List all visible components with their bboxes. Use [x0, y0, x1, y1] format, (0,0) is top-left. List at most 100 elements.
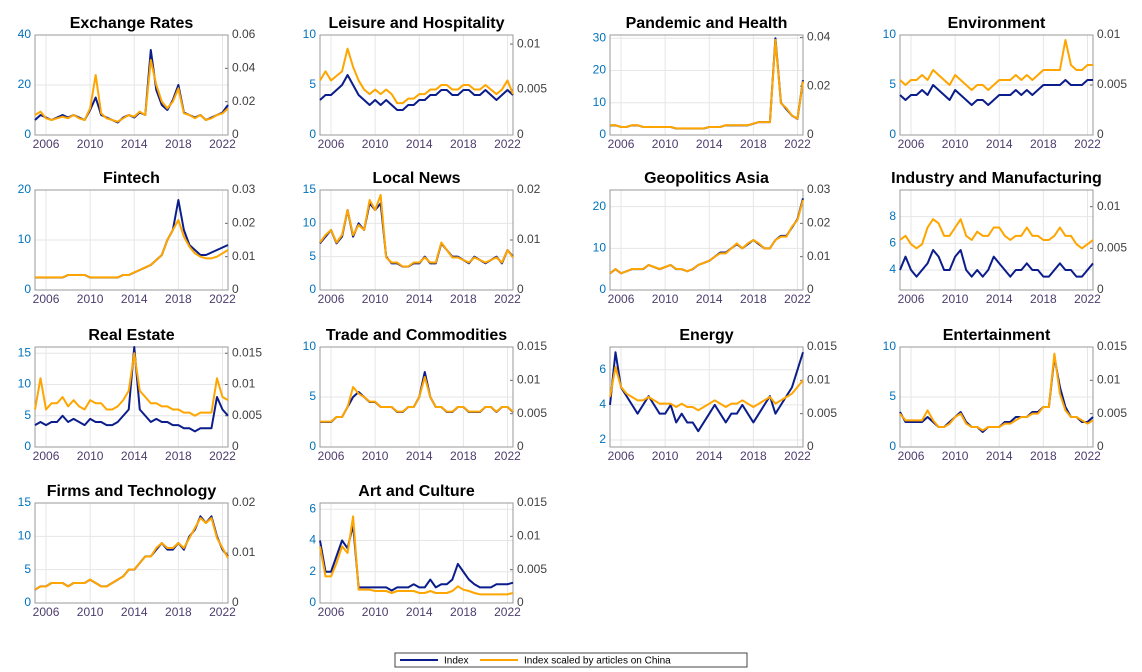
subplot-title: Energy [679, 327, 733, 344]
y-tick-label: 6 [599, 362, 606, 376]
y-tick-label: 0 [309, 439, 316, 453]
x-tick-label: 2018 [165, 605, 192, 619]
y-tick-label: 0 [24, 439, 31, 453]
series-line [609, 199, 804, 275]
series-line [899, 79, 1093, 106]
series-line [320, 376, 514, 423]
y2-tick-label: 0.01 [232, 249, 256, 263]
x-tick-label: 2022 [494, 137, 521, 151]
y-tick-label: 10 [18, 529, 32, 543]
plot-frame [319, 34, 514, 136]
y2-tick-label: 0 [517, 439, 524, 453]
legend: Index Index scaled by articles on China [394, 652, 748, 668]
series-line [34, 59, 229, 123]
x-tick-label: 2014 [986, 449, 1013, 463]
y-tick-label: 5 [309, 77, 316, 91]
y-tick-label: 20 [593, 199, 607, 213]
y-tick-label: 2 [599, 432, 606, 446]
x-tick-label: 2014 [696, 137, 723, 151]
x-tick-label: 2022 [784, 449, 811, 463]
y2-tick-label: 0.02 [232, 216, 256, 230]
x-tick-label: 2010 [942, 292, 969, 306]
x-tick-label: 2018 [1030, 449, 1057, 463]
y2-tick-label: 0 [232, 439, 239, 453]
y2-tick-label: 0.005 [807, 406, 837, 420]
x-tick-label: 2014 [406, 292, 433, 306]
y2-tick-label: 0.03 [232, 182, 256, 196]
x-tick-label: 2010 [942, 137, 969, 151]
y-tick-label: 40 [18, 27, 32, 41]
y2-tick-label: 0.005 [517, 406, 547, 420]
y-tick-label: 10 [883, 339, 897, 353]
y-tick-label: 4 [309, 533, 316, 547]
x-tick-label: 2018 [740, 292, 767, 306]
x-tick-label: 2014 [696, 292, 723, 306]
x-tick-label: 2010 [652, 449, 679, 463]
x-tick-label: 2022 [209, 137, 236, 151]
subplot: Energy 2006 2010 2014 2018 2022 2 4 6 0 0.005 0.01 0… [599, 327, 837, 463]
plot-frame [319, 502, 514, 604]
x-tick-label: 2018 [1030, 292, 1057, 306]
subplot-title: Leisure and Hospitality [328, 15, 504, 32]
y2-tick-label: 0.01 [517, 529, 541, 543]
subplot-title: Fintech [103, 170, 160, 187]
y-tick-label: 10 [18, 377, 32, 391]
y2-tick-label: 0.02 [517, 182, 541, 196]
y2-tick-label: 0.01 [517, 36, 541, 50]
y-tick-label: 20 [593, 63, 607, 77]
y2-tick-label: 0.005 [517, 562, 547, 576]
x-tick-label: 2006 [318, 137, 345, 151]
y2-tick-label: 0.005 [232, 408, 262, 422]
x-tick-label: 2018 [450, 605, 477, 619]
y-tick-label: 0 [24, 282, 31, 296]
x-tick-label: 2010 [362, 137, 389, 151]
x-tick-label: 2018 [740, 137, 767, 151]
y2-tick-label: 0.01 [807, 249, 831, 263]
y-tick-label: 10 [303, 216, 317, 230]
legend-label: Index [444, 656, 468, 667]
y2-tick-label: 0 [232, 595, 239, 609]
y-tick-label: 10 [303, 339, 317, 353]
x-tick-label: 2010 [362, 605, 389, 619]
x-tick-label: 2006 [608, 292, 635, 306]
series-line [319, 74, 514, 111]
y-tick-label: 4 [599, 397, 606, 411]
y2-tick-label: 0.01 [1097, 27, 1121, 41]
y2-tick-label: 0.005 [1097, 406, 1127, 420]
y2-tick-label: 0 [807, 127, 814, 141]
y-tick-label: 8 [889, 209, 896, 223]
series-line [319, 47, 514, 105]
y-tick-label: 30 [593, 30, 607, 44]
y2-tick-label: 0.04 [807, 30, 831, 44]
x-tick-label: 2010 [362, 449, 389, 463]
plot-frame [899, 346, 1094, 448]
series-line [319, 515, 514, 596]
y-tick-label: 0 [889, 439, 896, 453]
y-tick-label: 5 [309, 389, 316, 403]
x-tick-label: 2022 [209, 605, 236, 619]
subplot-title: Pandemic and Health [626, 15, 788, 32]
y2-tick-label: 0 [807, 439, 814, 453]
y2-tick-label: 0.01 [1097, 373, 1121, 387]
y-tick-label: 6 [889, 236, 896, 250]
x-tick-label: 2022 [784, 292, 811, 306]
x-tick-label: 2010 [652, 292, 679, 306]
y2-tick-label: 0.01 [1097, 199, 1121, 213]
y2-tick-label: 0 [1097, 127, 1104, 141]
subplot-title: Exchange Rates [70, 15, 194, 32]
series-line [610, 38, 804, 130]
y-tick-label: 5 [889, 77, 896, 91]
y-tick-label: 0 [599, 282, 606, 296]
y2-tick-label: 0.01 [517, 232, 541, 246]
y-tick-label: 5 [309, 249, 316, 263]
x-tick-label: 2022 [784, 137, 811, 151]
subplot: Trade and Commodities 2006 2010 2014 2018 202… [303, 327, 548, 463]
y2-tick-label: 0.01 [517, 373, 541, 387]
x-tick-label: 2010 [77, 137, 104, 151]
